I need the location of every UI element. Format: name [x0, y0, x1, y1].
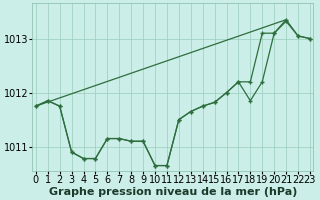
X-axis label: Graphe pression niveau de la mer (hPa): Graphe pression niveau de la mer (hPa)	[49, 187, 297, 197]
